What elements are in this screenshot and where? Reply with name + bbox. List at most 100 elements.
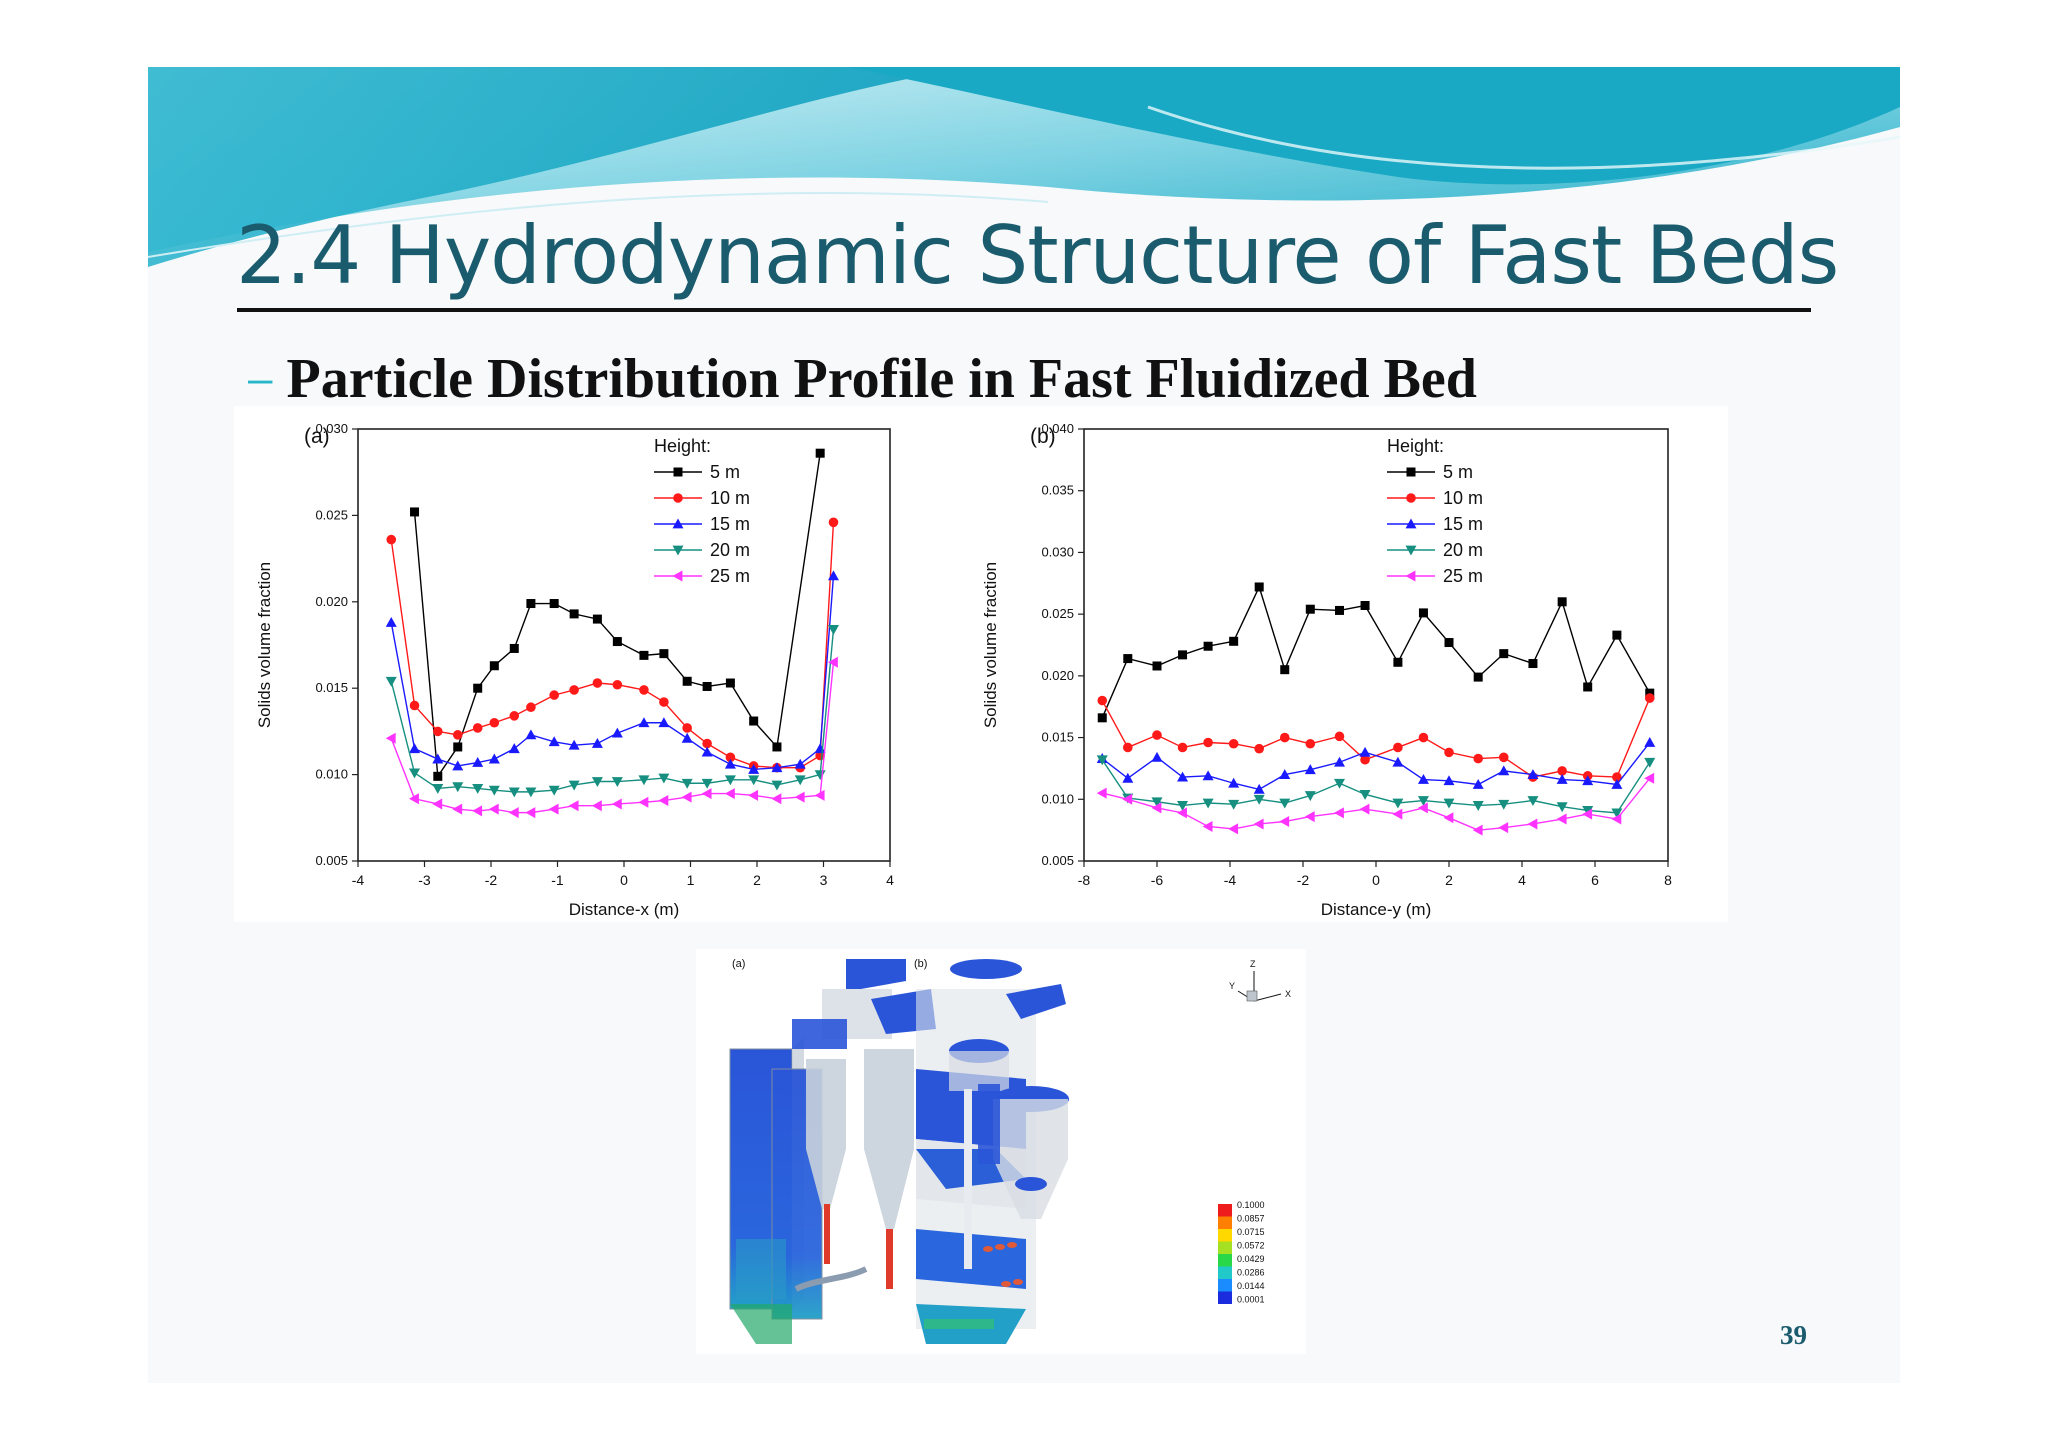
y-tick-label: 0.030 (315, 421, 348, 436)
cfd-panel-label-a: (a) (732, 958, 745, 970)
data-point (591, 777, 603, 788)
axis-x-label: X (1285, 989, 1291, 999)
data-point (1203, 641, 1213, 651)
colorbar-swatch (1218, 1254, 1232, 1267)
data-point (1177, 801, 1189, 811)
colorbar-label: 0.0857 (1237, 1214, 1265, 1224)
y-tick-label: 0.025 (315, 507, 348, 522)
data-point (1392, 798, 1404, 809)
legend-title: Height: (1387, 436, 1444, 456)
data-point (569, 609, 579, 619)
data-point (1557, 766, 1567, 776)
data-point (1177, 742, 1188, 753)
data-point (548, 736, 560, 747)
x-tick-label: 0 (1372, 872, 1380, 888)
colorbar-swatch (1218, 1241, 1232, 1254)
series-10m (1097, 693, 1655, 782)
data-point (1418, 732, 1429, 743)
data-point (748, 789, 759, 801)
colorbar-label: 0.1000 (1237, 1200, 1265, 1210)
data-point (1202, 820, 1213, 832)
x-axis-label: Distance-y (m) (1321, 900, 1432, 919)
y-axis-label: Solids volume fraction (255, 562, 274, 728)
data-point (1417, 774, 1429, 784)
data-point (638, 796, 649, 808)
x-tick-label: 3 (820, 872, 828, 888)
data-point (488, 785, 500, 796)
data-point (432, 784, 444, 794)
data-point (385, 617, 397, 627)
x-tick-label: 2 (753, 872, 761, 888)
data-point (815, 448, 825, 458)
data-point (659, 649, 669, 659)
data-point (1557, 597, 1567, 607)
page-number: 39 (1780, 1320, 1807, 1350)
data-point (1393, 742, 1403, 753)
data-point (794, 758, 806, 769)
title-underline (237, 308, 1811, 312)
chart-a: (a) -4 -3 -2 -1 0 1 2 3 4 0.005 0.010 0.015 0.020 0.02… (255, 421, 894, 919)
data-point (409, 793, 419, 805)
data-point (409, 768, 421, 779)
data-point (1177, 807, 1187, 819)
x-tick-label: -2 (1297, 872, 1310, 888)
data-point (1360, 601, 1370, 611)
panel-label: (b) (1030, 425, 1056, 448)
data-point (472, 784, 484, 794)
charts-panel: (a) -4 -3 -2 -1 0 1 2 3 4 0.005 0.010 0.015 0.020 0.02… (234, 406, 1728, 922)
slide: 2.4 Hydrodynamic Structure of Fast Beds … (148, 67, 1900, 1383)
data-point (1334, 778, 1345, 789)
legend: Height: 5 m 10 m 15 m 20 m 25 m (1387, 436, 1483, 586)
x-tick-label: 4 (886, 872, 894, 888)
legend-marker (1406, 467, 1416, 477)
data-point (1096, 787, 1107, 799)
data-point (639, 650, 649, 660)
legend-marker (1405, 545, 1417, 556)
data-point (1202, 798, 1214, 809)
data-point (1152, 661, 1162, 671)
data-point (702, 738, 712, 749)
data-point (508, 787, 520, 798)
data-point (701, 778, 713, 789)
data-point (1178, 650, 1188, 660)
data-point (1360, 754, 1370, 765)
data-point (1644, 757, 1656, 768)
data-point (1228, 799, 1240, 810)
data-point (409, 743, 421, 754)
data-point (432, 798, 443, 810)
data-point (592, 614, 602, 624)
colorbar-swatch (1218, 1216, 1232, 1229)
data-point (1334, 731, 1345, 742)
data-point (827, 625, 839, 635)
legend-label: 15 m (1443, 514, 1483, 534)
data-point (658, 795, 669, 807)
x-tick-label: -2 (485, 872, 498, 888)
header-banner (148, 67, 1900, 267)
data-point (794, 791, 805, 803)
x-axis-label: Distance-x (m) (569, 900, 680, 919)
data-point (771, 793, 782, 805)
colorbar-label: 0.0001 (1237, 1295, 1265, 1305)
data-point (1253, 794, 1265, 805)
data-point (702, 681, 712, 691)
data-point (1228, 738, 1239, 749)
x-tick-label: 2 (1445, 872, 1453, 888)
legend-title: Height: (654, 436, 711, 456)
data-point (1527, 818, 1538, 830)
data-point (548, 785, 560, 796)
data-point (682, 676, 692, 686)
legend-label: 10 m (1443, 488, 1483, 508)
data-point (1279, 732, 1290, 743)
data-point (489, 661, 499, 671)
data-point (658, 773, 670, 784)
cfd-panel-label-b: (b) (914, 958, 927, 970)
legend-marker (672, 545, 684, 556)
data-point (828, 517, 839, 528)
data-point (771, 762, 783, 773)
cfd-model-b (916, 959, 1069, 1344)
legend-label: 25 m (710, 566, 750, 586)
legend-label: 15 m (710, 514, 750, 534)
legend-marker (672, 570, 683, 582)
cfd-figure: (a) (b) (696, 949, 1306, 1354)
y-tick-label: 0.035 (1041, 483, 1074, 498)
